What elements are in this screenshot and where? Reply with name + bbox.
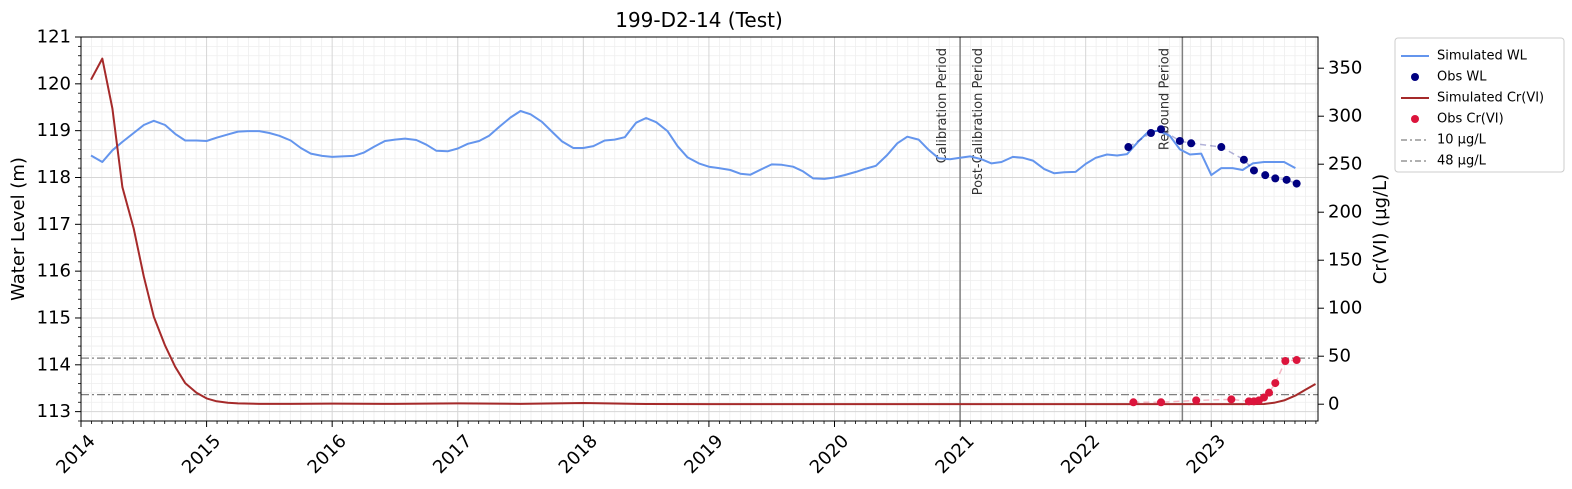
data-point [1175,136,1184,145]
data-point [1249,166,1258,175]
legend-label: Obs Cr(VI) [1437,112,1504,127]
y-tick-label: 117 [37,214,71,235]
period-label: Calibration Period [935,48,950,163]
y-tick-label: 118 [37,167,71,188]
data-point [1259,393,1268,402]
y2-tick-label: 300 [1328,106,1362,127]
data-point [1146,129,1155,137]
data-point [1157,125,1166,134]
legend-label: 48 µg/L [1437,154,1487,169]
y-tick-label: 121 [37,27,71,48]
period-label: Post-Calibration Period [971,48,986,195]
y-axis-left: 113 114 115 116 117 118 119 120 121 [37,27,81,422]
data-point [1261,171,1270,180]
y-tick-label: 115 [37,307,71,328]
y2-tick-label: 100 [1328,298,1362,319]
y-axis-title: Water Level (m) [8,157,29,301]
data-point [1129,398,1138,407]
data-point [1124,143,1133,152]
y2-tick-label: 350 [1328,58,1362,79]
legend-label: 10 µg/L [1437,133,1487,148]
data-point [1271,174,1280,183]
y2-tick-label: 50 [1328,346,1351,367]
data-point [1239,155,1248,164]
series-layer [90,57,1316,407]
series-line [90,57,1316,406]
plot-frame [80,36,1319,422]
chart-title: 199-D2-14 (Test) [615,8,783,32]
y-tick-label: 120 [37,73,71,94]
data-point [1217,143,1226,152]
y-tick-label: 113 [37,401,71,422]
data-point [1187,139,1196,148]
data-point [1281,357,1290,365]
minor-grid [81,37,1318,422]
legend: Simulated WL Obs WL Simulated Cr(VI) Obs Cr… [1394,37,1565,173]
y2-tick-label: 0 [1328,394,1339,415]
legend-label: Obs WL [1437,70,1487,85]
data-point [1271,379,1280,388]
data-point [1265,388,1274,397]
y2-tick-label: 150 [1328,250,1362,271]
threshold-lines [81,357,1318,396]
y-tick-label: 114 [37,354,71,375]
data-point [1192,396,1201,405]
legend-marker [1411,73,1419,81]
legend-label: Simulated WL [1437,49,1528,64]
legend-label: Simulated Cr(VI) [1437,91,1544,106]
data-point [1292,356,1301,365]
series-line [90,110,1296,180]
data-point [1157,398,1166,407]
y2-tick-label: 250 [1328,154,1362,175]
period-label: Rebound Period [1157,48,1172,150]
y2-axis-title: Cr(VI) (µg/L) [1370,174,1391,284]
y-tick-label: 116 [37,261,71,282]
y-axis-right: 0 50 100 150 200 250 300 350 [1318,58,1362,415]
y-tick-label: 119 [37,120,71,141]
data-point [1227,395,1236,404]
data-point [1282,175,1291,184]
y2-tick-label: 200 [1328,202,1362,223]
legend-box [1394,37,1565,173]
data-point [1292,179,1301,188]
legend-marker [1411,115,1419,123]
